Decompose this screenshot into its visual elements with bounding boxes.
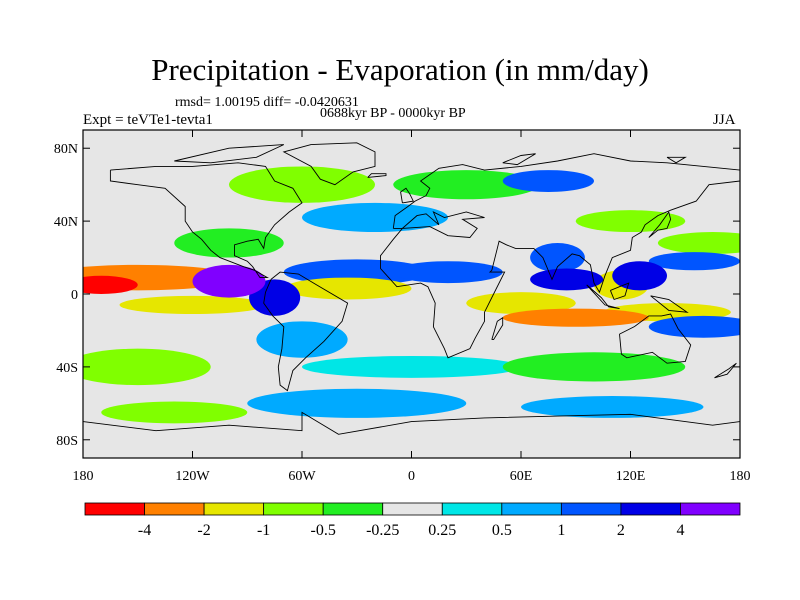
field-anomaly <box>393 261 503 284</box>
stats-line: rmsd= 1.00195 diff= -0.0420631 <box>175 95 359 110</box>
x-tick-label: 0 <box>408 469 415 484</box>
colorbar-swatch <box>680 502 741 516</box>
axes: 180 120W 60W 0 60E 120E 180 80N 40N 0 40S 80S <box>54 130 751 484</box>
coastline <box>367 173 387 178</box>
colorbar-swatch <box>620 502 681 516</box>
coastline <box>586 284 620 310</box>
field-anomaly <box>247 388 467 418</box>
colorbar-level-label: -1 <box>257 522 270 539</box>
field-anomaly <box>530 242 585 273</box>
y-tick-label: 80S <box>56 434 78 449</box>
field-anomaly <box>502 352 686 382</box>
colorbar-level-label: -0.25 <box>366 522 399 539</box>
coastline <box>666 156 687 164</box>
coastline <box>380 153 740 359</box>
field-anomaly <box>302 355 521 378</box>
field-anomaly <box>174 228 284 258</box>
coastline <box>502 153 536 166</box>
coastline <box>714 362 737 379</box>
colorbar-swatch <box>84 502 145 516</box>
field-anomaly <box>530 268 604 291</box>
colorbar-level-label: 4 <box>676 522 684 539</box>
colorbar-level-label: -0.5 <box>311 522 336 539</box>
field-anomaly <box>283 259 430 285</box>
x-tick-label: 60W <box>288 469 316 484</box>
colorbar: -4 -2 -1 -0.5 -0.25 0.25 0.5 1 2 4 <box>84 502 741 539</box>
field-anomaly <box>648 315 740 338</box>
coastline <box>263 271 349 392</box>
x-tick-label: 60E <box>510 469 533 484</box>
field-anomaly <box>101 401 248 424</box>
colorbar-level-label: 0.5 <box>492 522 512 539</box>
coastline <box>109 162 303 279</box>
field-anomaly <box>502 170 594 192</box>
colorbar-level-label: 0.25 <box>428 522 456 539</box>
y-tick-label: 40S <box>56 361 78 376</box>
field-anomaly <box>502 308 649 327</box>
colorbar-swatch <box>560 502 622 516</box>
colorbar-swatch <box>441 502 503 516</box>
coastline <box>83 411 740 435</box>
colorbar-swatch <box>501 502 562 516</box>
chart-title: Precipitation - Evaporation (in mm/day) <box>151 52 649 87</box>
coastlines <box>83 142 740 435</box>
colorbar-level-label: -2 <box>197 522 210 539</box>
field-anomaly <box>83 275 138 294</box>
colorbar-swatch <box>382 502 443 516</box>
colorbar-level-label: -4 <box>138 522 151 539</box>
field-anomaly <box>393 170 540 200</box>
field-anomaly <box>521 396 704 418</box>
colorbar-level-label: 2 <box>617 522 625 539</box>
y-tick-label: 40N <box>54 215 78 230</box>
x-tick-label: 120E <box>616 469 646 484</box>
field-anomaly <box>256 321 348 358</box>
field-anomaly <box>466 292 576 315</box>
x-tick-label: 120W <box>175 469 210 484</box>
coastline <box>282 142 376 186</box>
colorbar-level-label: 1 <box>557 522 565 539</box>
colorbar-swatch <box>322 502 384 516</box>
coastline <box>650 295 689 313</box>
field-anomaly <box>648 252 740 271</box>
coastline <box>619 313 692 364</box>
coastline <box>609 282 630 301</box>
field-anomaly <box>249 279 301 316</box>
experiment-label: Expt = teVTe1-tevta1 <box>83 112 213 128</box>
field-anomaly <box>283 277 412 300</box>
y-tick-label: 80N <box>54 142 78 157</box>
field-anomaly <box>83 348 211 386</box>
colorbar-swatch <box>263 502 324 516</box>
field-layer <box>83 130 740 458</box>
x-tick-label: 180 <box>730 469 751 484</box>
season-label: JJA <box>713 112 736 128</box>
y-tick-label: 0 <box>71 288 78 303</box>
x-tick-label: 180 <box>73 469 94 484</box>
colorbar-swatch <box>203 502 265 516</box>
coastline <box>174 144 284 164</box>
coastline <box>648 210 672 238</box>
field-anomaly <box>229 166 375 203</box>
coastline <box>491 316 504 341</box>
period-line: 0688kyr BP - 0000kyr BP <box>320 106 466 121</box>
colorbar-swatch <box>144 502 205 516</box>
field-anomaly <box>119 295 266 315</box>
field-anomaly <box>302 202 448 233</box>
field-anomaly <box>192 264 266 298</box>
field-anomaly <box>612 261 667 291</box>
field-anomaly <box>657 232 740 254</box>
coastline <box>400 187 414 204</box>
